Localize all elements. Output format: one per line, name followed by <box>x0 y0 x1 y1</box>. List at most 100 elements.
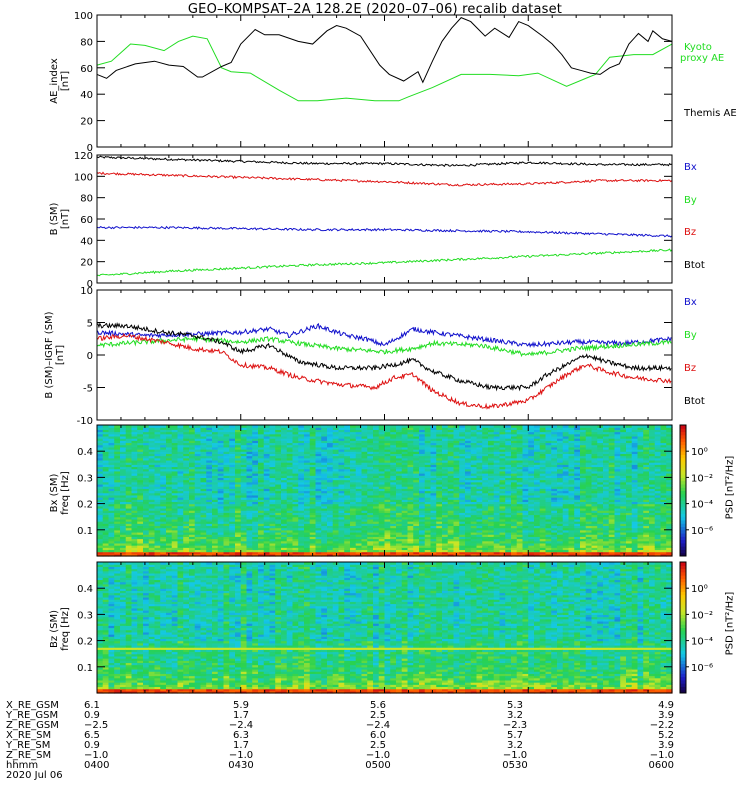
spectrogram-cell <box>499 490 506 494</box>
spectrogram-cell <box>154 468 161 472</box>
spectrogram-cell <box>407 479 414 483</box>
spectrogram-cell <box>367 442 374 446</box>
spectrogram-cell <box>171 540 179 544</box>
spectrogram-cell <box>160 527 167 531</box>
spectrogram-cell <box>154 475 161 478</box>
spectrogram-cell <box>436 527 443 531</box>
spectrogram-cell <box>401 518 409 522</box>
spectrogram-cell <box>223 534 230 537</box>
spectrogram-cell <box>235 427 242 430</box>
spectrogram-cell <box>493 464 501 468</box>
spectrogram-cell <box>413 462 420 465</box>
spectrogram-cell <box>338 549 345 553</box>
spectrogram-cell <box>442 501 449 505</box>
spectrogram-cell <box>350 503 357 507</box>
spectrogram-cell <box>350 444 357 448</box>
spectrogram-cell <box>269 499 276 503</box>
spectrogram-cell <box>401 425 409 428</box>
spectrogram-cell <box>309 462 317 465</box>
spectrogram-cell <box>459 497 466 500</box>
spectrogram-cell <box>114 466 121 470</box>
spectrogram-cell <box>384 518 391 522</box>
spectrogram-cell <box>206 523 213 527</box>
spectrogram-cell <box>108 527 115 531</box>
spectrogram-cell <box>102 492 110 496</box>
spectrogram-cell <box>321 540 328 544</box>
spectrogram-cell <box>154 438 161 441</box>
spectrogram-cell <box>292 549 299 553</box>
spectrogram-cell <box>160 449 167 452</box>
spectrogram-cell <box>171 510 179 513</box>
spectrogram-cell <box>470 455 478 459</box>
spectrogram-cell <box>373 497 380 500</box>
spectrogram-cell <box>516 490 524 494</box>
spectrogram-cell <box>332 551 340 555</box>
spectrogram-cell <box>367 490 374 494</box>
spectrogram-cell <box>102 536 110 540</box>
spectrogram-cell <box>97 501 104 505</box>
spectrogram-cell <box>114 429 121 433</box>
spectrogram-cell <box>424 468 432 472</box>
spectrogram-cell <box>350 531 357 535</box>
spectrogram-cell <box>396 518 403 522</box>
spectrogram-cell <box>309 527 317 531</box>
spectrogram-cell <box>401 488 409 492</box>
spectrogram-cell <box>223 540 230 544</box>
spectrogram-cell <box>235 488 242 492</box>
spectrogram-cell <box>367 477 374 481</box>
spectrogram-cell <box>304 462 311 465</box>
spectrogram-cell <box>160 462 167 465</box>
spectrogram-cell <box>361 542 368 546</box>
spectrogram-cell <box>194 497 202 500</box>
spectrogram-cell <box>148 545 156 548</box>
spectrogram-cell <box>229 492 236 496</box>
spectrogram-cell <box>384 538 391 542</box>
spectrogram-cell <box>465 529 472 533</box>
spectrogram-cell <box>545 438 552 441</box>
spectrogram-cell <box>367 457 374 461</box>
spectrogram-cell <box>396 549 403 553</box>
spectrogram-cell <box>183 492 190 496</box>
spectrogram-cell <box>338 462 345 465</box>
spectrogram-cell <box>476 551 483 555</box>
spectrogram-cell <box>505 536 512 540</box>
spectrogram-cell <box>511 431 518 435</box>
spectrogram-cell <box>511 459 518 463</box>
spectrogram-cell <box>217 464 225 468</box>
spectrogram-cell <box>102 481 110 485</box>
spectrogram-cell <box>516 521 524 524</box>
spectrogram-cell <box>269 490 276 494</box>
spectrogram-cell <box>545 525 552 529</box>
spectrogram-cell <box>223 499 230 503</box>
spectrogram-cell <box>493 468 501 472</box>
spectrogram-cell <box>108 431 115 435</box>
spectrogram-cell <box>327 431 334 435</box>
spectrogram-cell <box>143 501 150 505</box>
series-btot <box>96 321 672 392</box>
spectrogram-cell <box>206 442 213 446</box>
spectrogram-cell <box>206 551 213 555</box>
spectrogram-cell <box>166 510 173 513</box>
spectrogram-cell <box>390 531 397 535</box>
spectrogram-cell <box>223 427 230 430</box>
spectrogram-cell <box>292 534 299 537</box>
spectrogram-cell <box>269 429 276 433</box>
spectrogram-cell <box>212 462 219 465</box>
spectrogram-cell <box>545 549 552 553</box>
spectrogram-cell <box>367 497 374 500</box>
spectrogram-cell <box>258 534 265 537</box>
spectrogram-cell <box>183 547 190 551</box>
spectrogram-cell <box>539 514 547 518</box>
spectrogram-cell <box>465 553 472 557</box>
spectrogram-cell <box>488 507 495 511</box>
spectrogram-cell <box>453 442 460 446</box>
spectrogram-cell <box>97 425 104 428</box>
spectrogram-cell <box>292 529 299 533</box>
spectrogram-cell <box>321 451 328 454</box>
spectrogram-cell <box>367 464 374 468</box>
spectrogram-cell <box>465 516 472 520</box>
spectrogram-cell <box>482 440 489 444</box>
spectrogram-cell <box>246 468 253 472</box>
spectrogram-cell <box>114 505 121 509</box>
spectrogram-cell <box>189 529 196 533</box>
